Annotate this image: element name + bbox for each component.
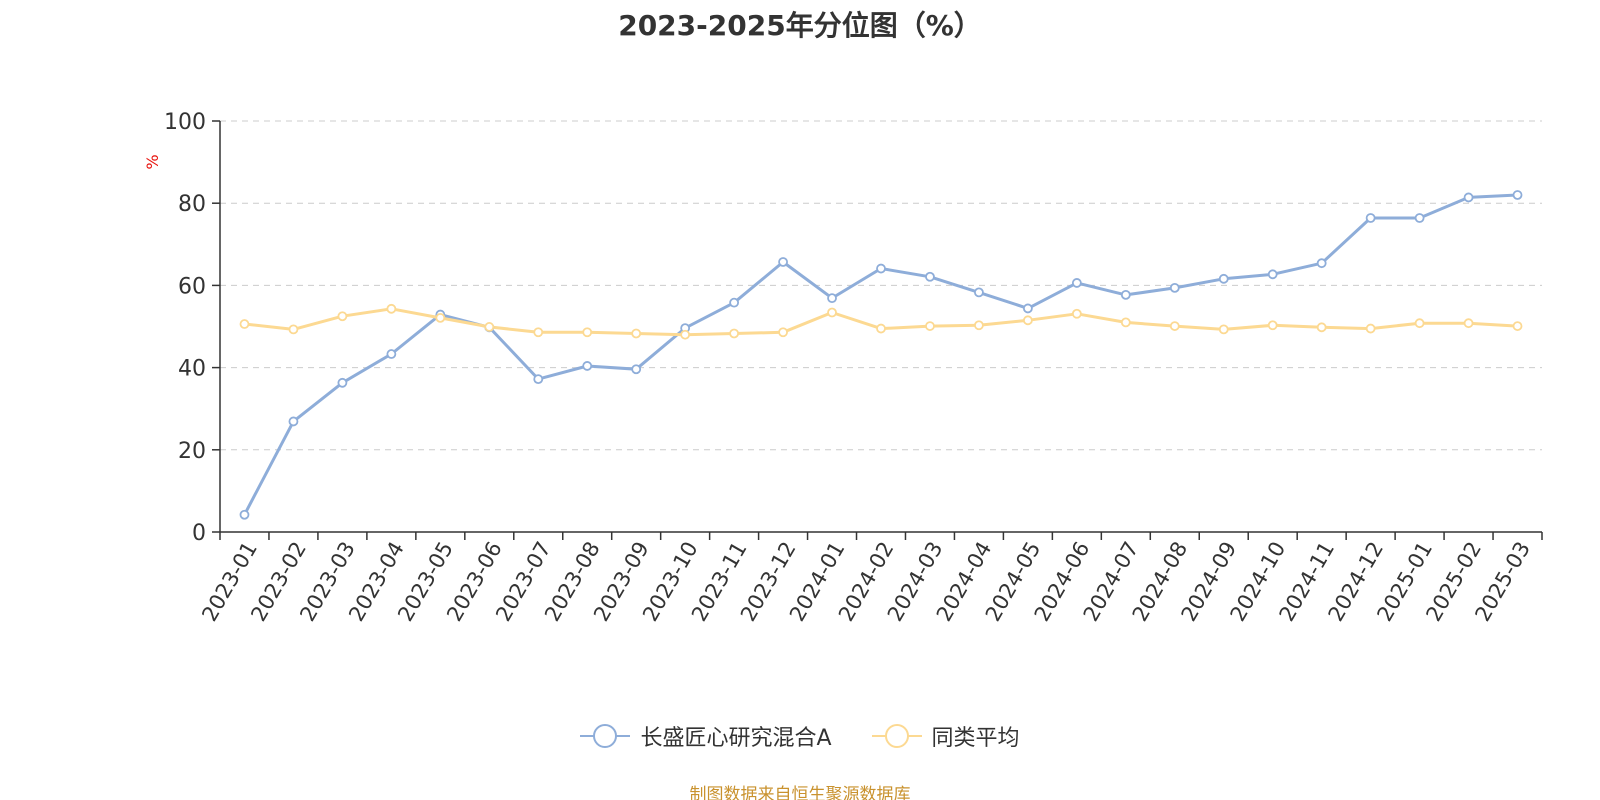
data-point-series-1[interactable] xyxy=(1169,321,1180,331)
data-point-series-1[interactable] xyxy=(1071,308,1082,319)
data-point-series-0[interactable] xyxy=(1316,258,1327,269)
data-point-series-1[interactable] xyxy=(1512,321,1523,331)
legend-item-peer-average[interactable]: 同类平均 xyxy=(871,720,1020,752)
data-point-series-1[interactable] xyxy=(386,303,397,314)
data-point-series-0[interactable] xyxy=(631,364,642,375)
legend-label-peer-average: 同类平均 xyxy=(931,726,1020,751)
y-tick-label: 100 xyxy=(164,110,206,135)
data-point-series-0[interactable] xyxy=(288,416,299,427)
data-point-series-0[interactable] xyxy=(239,509,250,520)
data-point-series-1[interactable] xyxy=(1414,318,1425,329)
y-tick-label: 0 xyxy=(192,521,206,546)
data-point-series-1[interactable] xyxy=(1463,318,1474,329)
data-point-series-1[interactable] xyxy=(778,327,788,338)
data-point-series-0[interactable] xyxy=(1218,273,1229,284)
y-tick-label: 20 xyxy=(178,439,206,464)
data-point-series-1[interactable] xyxy=(1316,322,1327,333)
data-point-series-1[interactable] xyxy=(1218,324,1229,335)
legend-label-fund: 长盛匠心研究混合A xyxy=(640,726,832,751)
data-point-series-1[interactable] xyxy=(925,321,935,331)
data-point-series-0[interactable] xyxy=(1022,303,1033,314)
data-point-series-0[interactable] xyxy=(925,271,935,282)
data-point-series-1[interactable] xyxy=(337,311,348,322)
data-point-series-1[interactable] xyxy=(974,320,984,331)
data-point-series-1[interactable] xyxy=(1365,323,1376,334)
data-point-series-0[interactable] xyxy=(1463,192,1474,203)
data-point-series-0[interactable] xyxy=(582,361,593,371)
data-point-series-0[interactable] xyxy=(729,297,740,308)
data-point-series-0[interactable] xyxy=(1267,269,1278,280)
data-point-series-1[interactable] xyxy=(1120,317,1131,328)
data-point-series-1[interactable] xyxy=(288,324,299,335)
legend-swatch-fund-icon xyxy=(580,724,631,748)
data-point-series-1[interactable] xyxy=(631,328,642,339)
legend: 长盛匠心研究混合A 同类平均 xyxy=(0,720,1600,752)
legend-item-fund[interactable]: 长盛匠心研究混合A xyxy=(580,720,832,752)
data-point-series-0[interactable] xyxy=(1365,213,1376,223)
data-point-series-1[interactable] xyxy=(582,327,593,338)
chart-title: 2023-2025年分位图（%） xyxy=(618,9,982,42)
data-point-series-1[interactable] xyxy=(533,327,544,338)
data-point-series-0[interactable] xyxy=(386,349,397,359)
data-point-series-0[interactable] xyxy=(778,257,788,267)
data-point-series-1[interactable] xyxy=(1267,320,1278,331)
data-point-series-0[interactable] xyxy=(1169,282,1180,293)
data-point-series-0[interactable] xyxy=(1512,190,1523,200)
y-tick-label: 40 xyxy=(178,357,206,382)
y-axis-label: % xyxy=(143,154,162,169)
line-chart: 0204060801002023-012023-022023-032023-04… xyxy=(143,110,1543,625)
data-point-series-0[interactable] xyxy=(337,377,348,388)
grid-lines xyxy=(220,120,1542,451)
series-lines xyxy=(239,190,1523,520)
data-point-series-0[interactable] xyxy=(1414,213,1425,223)
data-point-series-1[interactable] xyxy=(680,329,691,340)
data-point-series-1[interactable] xyxy=(484,322,495,332)
data-point-series-1[interactable] xyxy=(729,328,740,339)
data-point-series-0[interactable] xyxy=(1120,289,1131,300)
y-tick-label: 60 xyxy=(178,274,206,299)
data-point-series-1[interactable] xyxy=(1022,315,1033,326)
y-tick-label: 80 xyxy=(178,192,206,217)
data-point-series-0[interactable] xyxy=(876,263,886,274)
data-point-series-1[interactable] xyxy=(876,323,886,334)
data-point-series-0[interactable] xyxy=(827,293,837,304)
data-point-series-1[interactable] xyxy=(239,319,250,329)
legend-swatch-peer-average-icon xyxy=(871,724,922,748)
series-line-0 xyxy=(243,193,1519,517)
data-point-series-1[interactable] xyxy=(435,312,446,323)
data-point-series-1[interactable] xyxy=(827,307,837,318)
data-point-series-0[interactable] xyxy=(974,287,984,298)
data-point-series-0[interactable] xyxy=(533,374,544,385)
data-point-series-0[interactable] xyxy=(1071,278,1082,288)
source-note: 制图数据来自恒生聚源数据库 xyxy=(689,785,911,800)
